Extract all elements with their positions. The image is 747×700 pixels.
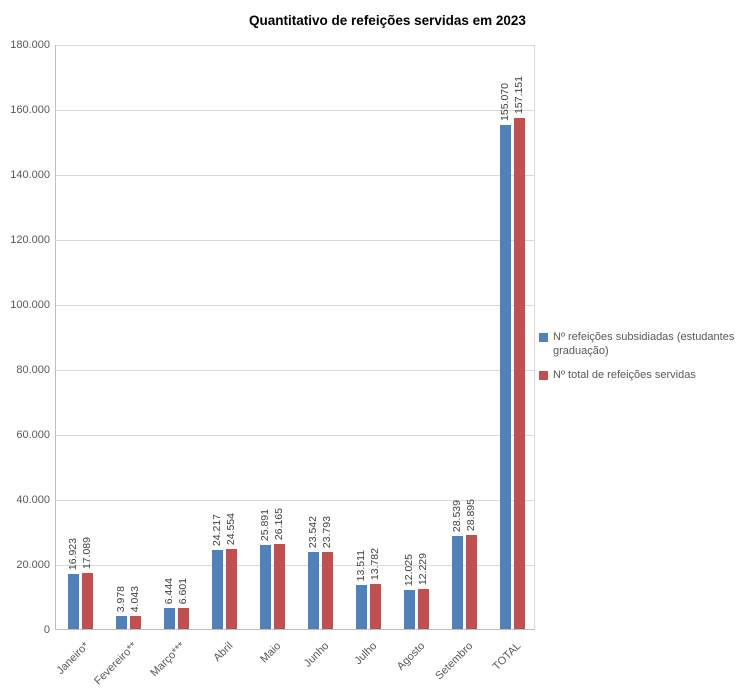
gridline <box>56 565 534 566</box>
bar-value-label: 28.895 <box>464 498 477 531</box>
bar <box>177 608 189 629</box>
bar <box>81 573 93 629</box>
bar <box>355 585 367 629</box>
gridline <box>56 370 534 371</box>
bar <box>417 589 429 629</box>
y-tick-label: 100.000 <box>10 299 50 311</box>
legend-item: Nº total de refeições servidas <box>539 369 745 383</box>
bar-value-label: 24.554 <box>224 512 237 545</box>
bar <box>465 535 477 629</box>
legend: Nº refeições subsidiadas (estudantes gra… <box>539 331 745 392</box>
legend-label: Nº refeições subsidiadas (estudantes gra… <box>553 331 735 357</box>
y-tick-label: 40.000 <box>16 494 50 506</box>
bar-value-label: 13.782 <box>368 547 381 580</box>
bar-value-label: 6.444 <box>162 577 175 604</box>
bar-value-label: 13.511 <box>354 549 367 581</box>
bar-value-label: 6.601 <box>176 577 189 604</box>
y-tick-label: 120.000 <box>10 234 50 246</box>
legend-swatch <box>539 370 548 380</box>
bar-value-label: 3.978 <box>114 585 127 612</box>
bar <box>163 608 175 629</box>
bar <box>369 584 381 629</box>
y-tick-label: 140.000 <box>10 169 50 181</box>
plot-area: 16.923 17.089 3.978 4.043 6.444 6.601 24.217 24… <box>55 45 535 630</box>
bar <box>273 544 285 629</box>
bar-value-label: 12.229 <box>416 552 429 585</box>
bar-value-label: 25.891 <box>258 508 271 541</box>
bar <box>259 545 271 629</box>
bar-value-label: 26.165 <box>272 507 285 540</box>
bar <box>403 590 415 629</box>
bar-value-label: 17.089 <box>80 536 93 569</box>
legend-swatch <box>539 333 548 342</box>
bar-value-label: 23.542 <box>306 515 319 548</box>
bar-value-label: 12.025 <box>402 553 415 586</box>
y-tick-label: 80.000 <box>16 364 50 376</box>
bar <box>513 118 525 629</box>
bar <box>129 616 141 629</box>
legend-label: Nº total de refeições servidas <box>553 368 696 381</box>
legend-item: Nº refeições subsidiadas (estudantes gra… <box>539 331 745 359</box>
y-tick-label: 180.000 <box>10 39 50 51</box>
gridline <box>56 435 534 436</box>
bar <box>321 552 333 629</box>
chart-title: Quantitativo de refeições servidas em 20… <box>249 13 526 28</box>
bar-value-label: 24.217 <box>210 513 223 546</box>
gridline <box>56 305 534 306</box>
gridline <box>56 110 534 111</box>
bar <box>67 574 79 629</box>
gridline <box>56 500 534 501</box>
bar-value-label: 157.151 <box>512 76 525 114</box>
x-tick-label: Janeiro* <box>54 640 92 678</box>
bar <box>225 549 237 629</box>
y-tick-label: 60.000 <box>16 429 50 441</box>
bar <box>307 552 319 629</box>
bar <box>115 616 127 629</box>
bar-value-label: 155.070 <box>498 83 511 121</box>
gridline <box>56 240 534 241</box>
bar-value-label: 16.923 <box>66 537 79 570</box>
y-tick-label: 20.000 <box>16 559 50 571</box>
bar-value-label: 28.539 <box>450 499 463 532</box>
y-tick-label: 0 <box>43 624 50 636</box>
bar <box>451 536 463 629</box>
bar <box>211 550 223 629</box>
bar <box>499 125 511 629</box>
y-tick-label: 160.000 <box>10 104 50 116</box>
bar-value-label: 4.043 <box>128 585 141 612</box>
gridline <box>56 45 534 46</box>
gridline <box>56 175 534 176</box>
bar-value-label: 23.793 <box>320 515 333 548</box>
